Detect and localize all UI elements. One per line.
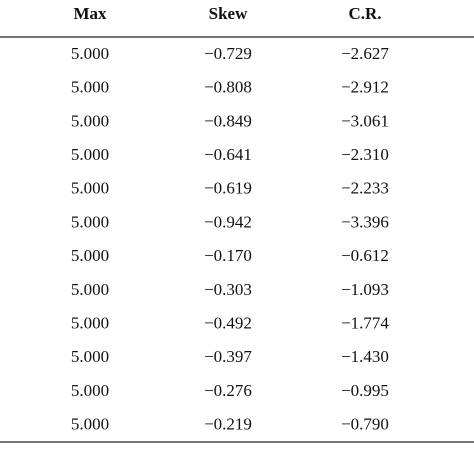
- table-cell: −0.790: [341, 415, 389, 434]
- table-cell: −0.219: [204, 415, 252, 434]
- table-cell: −0.641: [204, 145, 252, 164]
- table-cell: −3.061: [341, 111, 389, 130]
- table-cell: −2.310: [341, 145, 389, 164]
- table-cell: 5.000: [71, 212, 109, 231]
- table-cell: −2.912: [341, 78, 389, 97]
- table-cell: −2.627: [341, 44, 389, 63]
- table-cell: −0.942: [204, 212, 252, 231]
- table-cell: 5.000: [71, 314, 109, 333]
- table-cell: −0.397: [204, 347, 252, 366]
- table-cell: −1.774: [341, 314, 389, 333]
- table-cell: −1.430: [341, 347, 389, 366]
- table-cell: 5.000: [71, 179, 109, 198]
- table-cell: −0.612: [341, 246, 389, 265]
- column-header: C.R.: [348, 4, 381, 23]
- table-cell: 5.000: [71, 246, 109, 265]
- table-cell: 5.000: [71, 145, 109, 164]
- table-cell: 5.000: [71, 78, 109, 97]
- table-cell: 5.000: [71, 280, 109, 299]
- table-cell: 5.000: [71, 381, 109, 400]
- table-cell: −2.233: [341, 179, 389, 198]
- table-cell: −0.729: [204, 44, 252, 63]
- table-cell: −0.492: [204, 314, 252, 333]
- table-cell: −0.849: [204, 111, 252, 130]
- table-cell: 5.000: [71, 44, 109, 63]
- column-header: Skew: [209, 4, 248, 23]
- table-cell: −0.303: [204, 280, 252, 299]
- table-cell: −0.619: [204, 179, 252, 198]
- table-cell: −0.995: [341, 381, 389, 400]
- table-cell: −0.276: [204, 381, 252, 400]
- column-header: Max: [73, 4, 107, 23]
- table-cell: −1.093: [341, 280, 389, 299]
- table-cell: 5.000: [71, 347, 109, 366]
- table-cell: 5.000: [71, 415, 109, 434]
- table-cell: 5.000: [71, 111, 109, 130]
- table-cell: −0.170: [204, 246, 252, 265]
- table-cell: −0.808: [204, 78, 252, 97]
- table-cell: −3.396: [341, 212, 389, 231]
